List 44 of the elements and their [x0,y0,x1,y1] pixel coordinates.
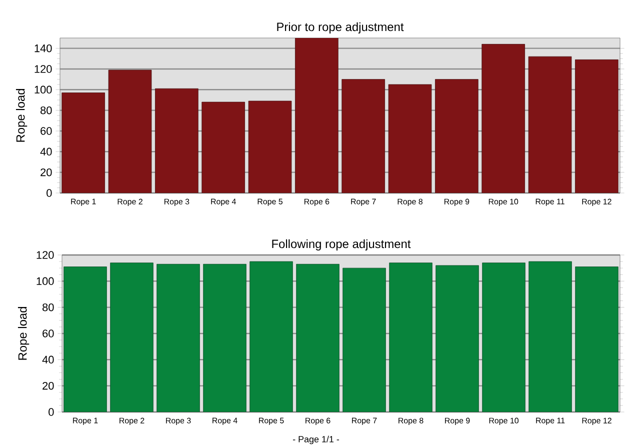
bar [482,44,525,193]
bar [295,38,338,193]
bar [250,261,293,412]
bar [575,266,618,412]
bar [528,261,572,412]
bar [296,264,340,412]
y-tick-label: 80 [42,303,54,312]
y-axis-title: Rope load [16,89,28,142]
y-tick-label: 140 [34,44,52,52]
y-tick-label: 80 [40,106,52,114]
bar [155,88,198,193]
bar [62,92,105,193]
bar [64,266,107,412]
bar [248,100,292,193]
y-axis-title: Rope load [18,307,30,360]
y-tick-label: 100 [36,277,54,286]
bar [575,59,618,193]
y-tick-label: 20 [42,382,54,390]
bar [110,262,154,412]
bar [342,268,386,412]
y-tick-label: 60 [42,330,54,338]
bar [203,264,246,412]
bar [389,262,432,412]
y-tick-label: 40 [42,356,54,364]
y-tick-label: 20 [40,168,52,176]
y-tick-label: 120 [34,65,52,73]
text: - Page 1/1 - [292,436,340,444]
bar [108,70,152,193]
chart-title: Following rope adjustment [272,239,411,250]
bar [482,262,526,412]
y-tick-label: 40 [40,148,52,156]
bar [388,84,432,193]
y-tick-label: 100 [34,86,52,94]
bar [156,264,200,412]
bar [202,102,245,193]
y-tick-label: 0 [48,408,54,416]
bar [528,56,572,193]
bar [435,79,478,193]
y-tick-label: 120 [36,251,54,259]
bar [436,265,479,412]
bar [342,79,385,193]
chart-title: Prior to rope adjustment [277,22,404,34]
y-tick-label: 0 [46,189,52,197]
y-tick-label: 60 [40,127,52,135]
